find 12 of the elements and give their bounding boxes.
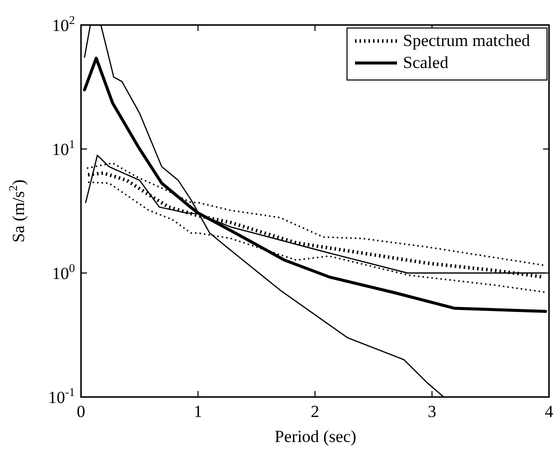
y-tick-label: 10$^{2}$ — [52, 13, 76, 35]
legend-label: Spectrum matched — [403, 31, 530, 50]
x-tick-label: 1 — [194, 402, 202, 421]
x-tick-label: 3 — [428, 402, 436, 421]
x-tick-label: 0 — [76, 402, 86, 421]
y-tick-label: 10$^{0}$ — [52, 261, 76, 283]
legend-label: Scaled — [403, 53, 449, 72]
x-axis-title: Period (sec) — [274, 427, 356, 446]
x-tick-label: 2 — [310, 402, 320, 421]
x-tick-label: 4 — [544, 402, 554, 421]
y-tick-label: 10$^{-1}$ — [48, 385, 76, 407]
y-tick-label: 10$^{1}$ — [52, 137, 76, 159]
